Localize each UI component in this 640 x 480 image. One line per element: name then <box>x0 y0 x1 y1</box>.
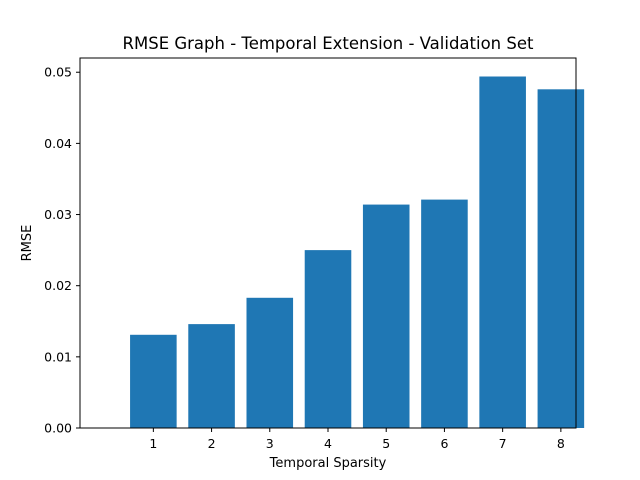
x-tick-label-1: 1 <box>149 436 157 451</box>
bars-group <box>130 76 585 429</box>
bar-3 <box>246 297 294 428</box>
plot-frame <box>79 57 577 429</box>
x-tick-label-3: 3 <box>266 436 274 451</box>
x-tick-label-4: 4 <box>324 436 332 451</box>
x-tick-label-6: 6 <box>440 436 448 451</box>
chart-title: RMSE Graph - Temporal Extension - Valida… <box>123 34 534 53</box>
x-ticks-group: 1 2 3 4 5 6 7 8 <box>149 428 565 451</box>
y-tick-label-1: 0.01 <box>44 349 72 364</box>
y-tick-label-2: 0.02 <box>44 278 72 293</box>
bar-2 <box>188 324 235 428</box>
x-axis-label: Temporal Sparsity <box>269 456 387 471</box>
y-ticks-group: 0.00 0.01 0.02 0.03 0.04 0.05 <box>44 65 80 436</box>
bar-4 <box>304 250 352 428</box>
y-axis-label: RMSE <box>20 225 35 262</box>
y-tick-label-0: 0.00 <box>44 421 72 436</box>
bar-7 <box>479 76 526 428</box>
x-tick-label-7: 7 <box>499 436 507 451</box>
bar-8 <box>537 89 585 429</box>
y-tick-label-3: 0.03 <box>44 207 72 222</box>
x-tick-label-8: 8 <box>557 436 565 451</box>
bar-5 <box>362 204 410 428</box>
x-tick-label-2: 2 <box>208 436 216 451</box>
bar-6 <box>421 199 468 428</box>
bar-1 <box>130 334 177 428</box>
x-tick-label-5: 5 <box>382 436 390 451</box>
y-tick-label-4: 0.04 <box>44 136 72 151</box>
y-tick-label-5: 0.05 <box>44 65 72 80</box>
